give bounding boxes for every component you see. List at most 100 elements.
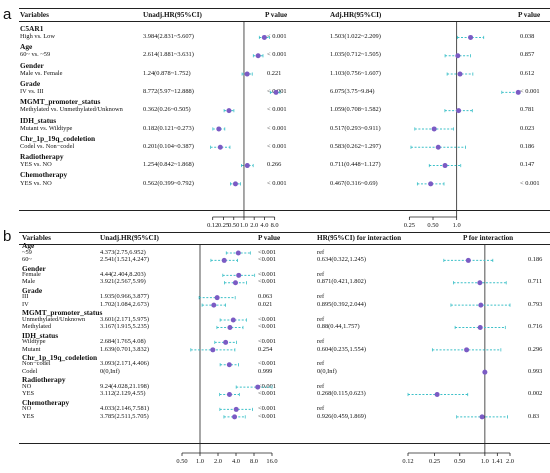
x-tick-label: 1.0 xyxy=(453,222,461,229)
hr-point xyxy=(464,347,470,353)
hr-point xyxy=(226,392,232,398)
variable-group-label: C5AR1 xyxy=(20,24,44,33)
hr-point xyxy=(482,369,488,375)
p-value: <0.001 xyxy=(258,338,276,346)
hr-point xyxy=(457,71,463,77)
variable-group-label: Chr_1p_19q_codeletion xyxy=(22,352,98,362)
panel-b-top-rule xyxy=(19,232,550,233)
panel-b-header-rule xyxy=(19,244,550,245)
interaction-hr-value: ref xyxy=(317,248,325,256)
interaction-hr-value: 0.88(0.44,1.757) xyxy=(317,323,360,331)
p-value: <0.001 xyxy=(258,360,276,368)
panel-label-b: b xyxy=(3,228,12,245)
interaction-hr-value: 0.871(0.421,1.802) xyxy=(317,278,366,286)
comparison-label: Methylated vs. Unmethylated/Unknown xyxy=(20,106,123,114)
variable-group-label: MGMT_promoter_status xyxy=(22,308,103,318)
p-value: < 0.001 xyxy=(267,51,287,59)
level-label: Female xyxy=(22,271,41,279)
comparison-label: Mutant vs. Wildtype xyxy=(20,124,73,132)
unadj-hr-value: 2.614(1.881~3.631) xyxy=(143,51,194,59)
forest-plot-adj: 0.25 0.50 1.0 xyxy=(404,22,521,229)
x-tick-label: 2.0 xyxy=(250,222,258,229)
variable-group-label: Chemotherapy xyxy=(20,170,68,180)
hr-point xyxy=(214,295,220,301)
x-tick-label: 0.50 xyxy=(427,222,438,229)
panel-b-bottom-rule xyxy=(19,443,550,444)
hr-point xyxy=(434,392,440,398)
hr-point xyxy=(261,34,267,40)
p-value: <0.001 xyxy=(258,256,276,264)
column-header-variables: Variables xyxy=(22,234,51,242)
unadj-hr-value: 2.684(1.765,4.08) xyxy=(100,338,146,346)
adj-hr-value: 1.035(0.712~1.505) xyxy=(330,51,381,59)
x-tick-label: 8.0 xyxy=(271,222,279,229)
level-label: Non−codel xyxy=(22,360,51,368)
interaction-p-value: 0.711 xyxy=(528,278,543,286)
interaction-hr-value: ref xyxy=(317,382,325,390)
hr-point xyxy=(477,324,483,330)
hr-point xyxy=(216,126,222,132)
x-tick-label: 2.0 xyxy=(214,458,222,465)
comparison-label: Codel vs. Non−codel xyxy=(20,142,75,150)
hr-point xyxy=(479,414,485,420)
hr-point xyxy=(465,257,471,263)
column-header-p-value: P value xyxy=(265,11,288,19)
p-value: <0.001 xyxy=(258,390,276,398)
adj-p-value: 0.147 xyxy=(520,161,535,169)
x-tick-label: 0.12 xyxy=(207,222,218,229)
hr-point xyxy=(217,144,223,150)
adj-hr-value: 0.711(0.448~1.127) xyxy=(330,161,381,169)
adj-p-value: < 0.001 xyxy=(520,179,540,187)
hr-point xyxy=(455,53,461,59)
adj-hr-value: 6.075(3.75~9.84) xyxy=(330,88,375,96)
x-tick-label: 0.50 xyxy=(454,458,465,465)
hr-point xyxy=(515,89,521,95)
unadj-hr-value: 0.562(0.399~0.792) xyxy=(143,179,194,187)
interaction-p-value: 0.296 xyxy=(528,345,543,353)
p-value: <0.001 xyxy=(258,382,276,390)
p-value: <0.001 xyxy=(258,271,276,279)
level-label: ~59 xyxy=(22,248,32,256)
x-tick-label: 16.0 xyxy=(266,458,277,465)
forest-plot-unadj-subgroup: 0.50 1.0 2.0 4.0 8.0 16.0 xyxy=(176,245,278,465)
adj-hr-value: 1.503(1.022~2.209) xyxy=(330,33,381,41)
level-label: Wildtype xyxy=(22,338,46,346)
hr-point xyxy=(223,339,229,345)
unadj-hr-value: 9.24(4.028,21.198) xyxy=(100,382,149,390)
adj-hr-value: 1.059(0.708~1.582) xyxy=(330,106,381,114)
hr-point xyxy=(210,347,216,353)
level-label: YES xyxy=(22,390,35,398)
variable-group-label: Grade xyxy=(20,78,41,88)
x-tick-label: 1.41 xyxy=(492,458,503,465)
variable-group-label: IDH_status xyxy=(22,330,59,340)
interaction-hr-value: 0.634(0.322,1.245) xyxy=(317,256,366,264)
unadj-hr-value: 2.541(1.521,4.247) xyxy=(100,256,149,264)
hr-point xyxy=(244,71,250,77)
variable-group-label: Radiotherapy xyxy=(22,375,66,385)
hr-point xyxy=(435,144,441,150)
unadj-hr-value: 1.702(1.084,2.673) xyxy=(100,300,149,308)
p-value: 0.221 xyxy=(267,69,282,77)
variable-group-label: Gender xyxy=(22,263,46,273)
variable-group-label: Grade xyxy=(22,285,43,295)
x-tick-label: 0.50 xyxy=(228,222,239,229)
hr-point xyxy=(221,257,227,263)
hr-point xyxy=(226,108,232,114)
interaction-p-value: 0.186 xyxy=(528,256,543,264)
hr-point xyxy=(428,181,434,187)
hr-point xyxy=(468,34,474,40)
x-tick-label: 0.25 xyxy=(404,222,415,229)
column-header-unadj-hr: Unadj.HR(95%CI) xyxy=(100,234,159,242)
p-value: < 0.001 xyxy=(267,179,287,187)
column-header-p-value: P value xyxy=(258,234,281,242)
interaction-hr-value: 0.895(0.392,2.044) xyxy=(317,300,366,308)
comparison-label: YES vs. NO xyxy=(20,161,52,169)
hr-point xyxy=(230,317,236,323)
unadj-hr-value: 3.093(2.171,4.406) xyxy=(100,360,149,368)
panel-label-a: a xyxy=(3,6,12,23)
column-header-hr-interaction: HR(95%CI) for interaction xyxy=(317,234,402,242)
adj-p-value: 0.781 xyxy=(520,106,535,114)
p-value: 0.021 xyxy=(258,300,273,308)
level-label: NO xyxy=(22,382,32,390)
hr-point xyxy=(236,272,242,278)
